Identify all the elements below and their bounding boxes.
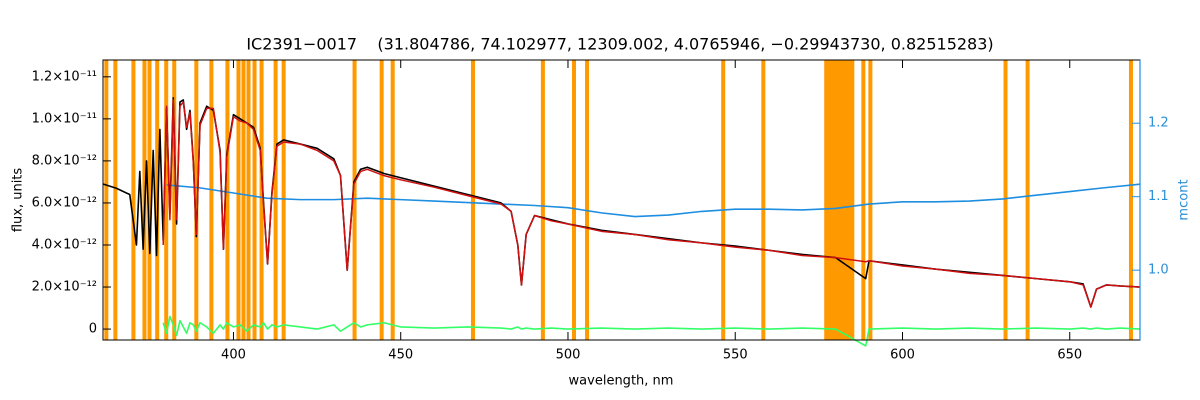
- mask-band: [379, 60, 384, 340]
- y-tick-label: 1.0×10⁻¹¹: [32, 111, 97, 126]
- x-tick-label: 550: [723, 348, 748, 363]
- x-axis-label: wavelength, nm: [569, 374, 674, 389]
- y-tick-label: 4.0×10⁻¹²: [32, 237, 97, 252]
- mask-band: [252, 60, 257, 340]
- mask-band: [352, 60, 357, 340]
- mask-band: [155, 60, 160, 340]
- mask-band: [761, 60, 766, 340]
- mask-band: [236, 60, 241, 340]
- chart-title: IC2391−0017 (31.804786, 74.102977, 12309…: [246, 35, 993, 54]
- mask-band: [824, 60, 855, 340]
- y-tick-label: 6.0×10⁻¹²: [32, 195, 97, 210]
- mask-band: [281, 60, 286, 340]
- mask-band: [861, 60, 866, 340]
- y-tick-label: 0: [89, 322, 97, 337]
- mask-band: [104, 60, 109, 340]
- x-tick-label: 600: [890, 348, 915, 363]
- mask-band: [1025, 60, 1030, 340]
- mask-band: [246, 60, 251, 340]
- y-tick-label: 1.2×10⁻¹¹: [32, 69, 97, 84]
- y-tick-label: 2.0×10⁻¹²: [32, 280, 97, 295]
- y2-tick-label: 1.2: [1148, 116, 1169, 131]
- x-tick-label: 450: [388, 348, 413, 363]
- mask-band: [273, 60, 278, 340]
- mask-band: [172, 60, 177, 340]
- mask-band: [868, 60, 873, 340]
- series-line: [162, 99, 1141, 308]
- y-axis-label: flux, units: [11, 168, 26, 233]
- y2-axis-label: mcont: [1177, 179, 1192, 220]
- x-tick-label: 400: [221, 348, 246, 363]
- mask-band: [1003, 60, 1008, 340]
- mask-band: [571, 60, 577, 340]
- mask-band: [209, 60, 214, 340]
- mask-band: [194, 60, 199, 340]
- y-tick-label: 8.0×10⁻¹²: [32, 153, 97, 168]
- mask-band: [259, 60, 264, 340]
- mask-band: [131, 60, 136, 340]
- mask-band: [721, 60, 726, 340]
- mask-band: [164, 60, 169, 340]
- series-line: [166, 183, 1141, 218]
- x-tick-label: 500: [556, 348, 581, 363]
- mask-band: [470, 60, 475, 340]
- mask-band: [540, 60, 545, 340]
- mask-band: [225, 60, 230, 340]
- x-tick-label: 650: [1057, 348, 1082, 363]
- mask-band: [147, 60, 152, 340]
- mask-band: [585, 60, 590, 340]
- series-line: [102, 97, 1141, 308]
- series-line: [162, 315, 1141, 347]
- mask-band: [1128, 60, 1133, 340]
- mask-band: [113, 60, 118, 340]
- mask-band: [241, 60, 246, 340]
- y2-tick-label: 1.1: [1148, 189, 1169, 204]
- y2-tick-label: 1.0: [1148, 263, 1169, 278]
